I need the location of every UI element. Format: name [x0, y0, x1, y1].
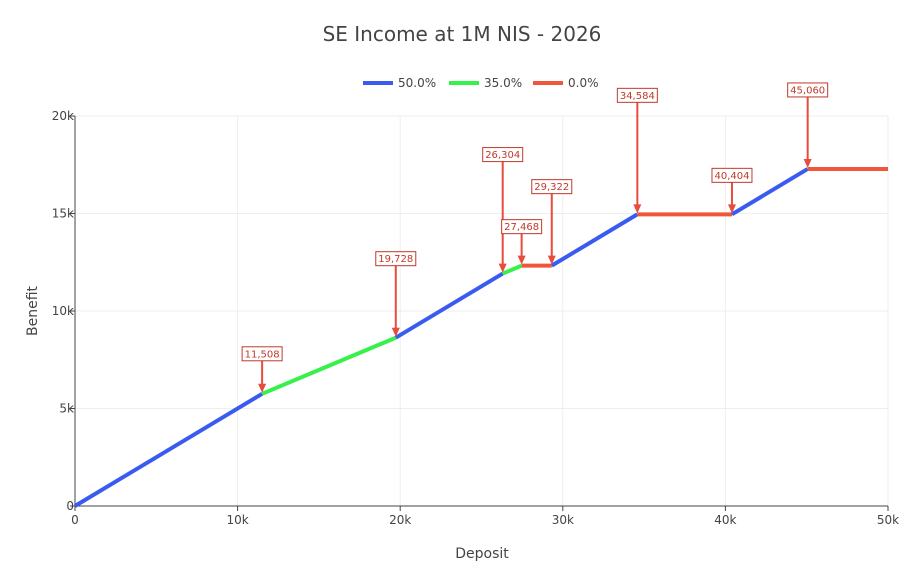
x-tick-label: 0	[71, 513, 79, 527]
y-tick-label: 5k	[59, 402, 74, 416]
legend-label: 0.0%	[568, 76, 599, 90]
annotation-arrowhead	[258, 383, 267, 393]
y-tick-label: 0	[66, 499, 74, 513]
series-segment[interactable]	[73, 392, 264, 508]
x-tick-label: 30k	[552, 513, 574, 527]
annotation: 40,404	[711, 167, 753, 214]
series-segment[interactable]	[730, 167, 809, 217]
annotation: 19,728	[375, 251, 417, 337]
annotation-box	[241, 346, 283, 362]
legend[interactable]: 50.0% 35.0% 0.0%	[363, 76, 599, 90]
annotation-label: 26,304	[485, 150, 520, 161]
annotation-label: 29,322	[534, 182, 569, 193]
series-lines[interactable]	[73, 166, 888, 508]
chart-title: SE Income at 1M NIS - 2026	[323, 22, 602, 46]
x-axis-title: Deposit	[455, 546, 509, 562]
annotation: 27,468	[501, 219, 543, 265]
annotation-arrowhead	[803, 158, 812, 168]
tick-labels: 0 10k 20k 30k 40k 50k 0 5k 10k 15k 20k	[52, 109, 899, 527]
y-axis-title: Benefit	[25, 285, 41, 336]
series-segment[interactable]	[501, 263, 523, 276]
series-segment[interactable]	[550, 212, 639, 268]
x-tick-label: 40k	[714, 513, 736, 527]
annotation-box	[501, 219, 543, 235]
legend-item[interactable]: 0.0%	[533, 76, 599, 90]
y-tick-label: 10k	[52, 304, 74, 318]
annotation-box	[482, 147, 524, 163]
annotation-arrowhead	[547, 255, 556, 265]
annotation-box	[531, 179, 573, 195]
annotation-label: 34,584	[620, 91, 655, 102]
gridlines	[75, 115, 889, 506]
x-tick-label: 10k	[226, 513, 248, 527]
annotation-arrowhead	[498, 263, 507, 273]
annotation-label: 27,468	[504, 222, 539, 233]
annotation-arrowhead	[391, 327, 400, 337]
annotation: 26,304	[482, 147, 524, 273]
annotation-box	[616, 87, 658, 103]
annotations: 11,508 19,728 26,304 27,468 29,322 34,584 40,4…	[241, 82, 829, 393]
x-tick-label: 50k	[877, 513, 899, 527]
annotation-label: 45,060	[790, 85, 825, 96]
legend-label: 50.0%	[398, 76, 436, 90]
annotation: 11,508	[241, 346, 283, 393]
annotation-label: 19,728	[378, 254, 413, 265]
annotation-label: 11,508	[245, 349, 280, 360]
annotation-box	[375, 251, 417, 267]
series-segment[interactable]	[261, 335, 397, 396]
y-tick-label: 15k	[52, 207, 74, 221]
legend-item[interactable]: 35.0%	[449, 76, 522, 90]
legend-label: 35.0%	[484, 76, 522, 90]
annotation-arrowhead	[633, 204, 642, 214]
annotation-arrowhead	[727, 204, 736, 214]
annotation: 29,322	[531, 179, 573, 265]
axes	[70, 115, 889, 511]
annotation-box	[711, 167, 753, 183]
y-tick-label: 20k	[52, 109, 74, 123]
annotation: 34,584	[616, 87, 658, 214]
annotation: 45,060	[787, 82, 829, 168]
legend-item[interactable]: 50.0%	[363, 76, 436, 90]
annotation-label: 40,404	[714, 171, 749, 182]
series-segment[interactable]	[394, 271, 504, 340]
annotation-box	[787, 82, 829, 98]
annotation-arrowhead	[517, 255, 526, 265]
x-tick-label: 20k	[389, 513, 411, 527]
